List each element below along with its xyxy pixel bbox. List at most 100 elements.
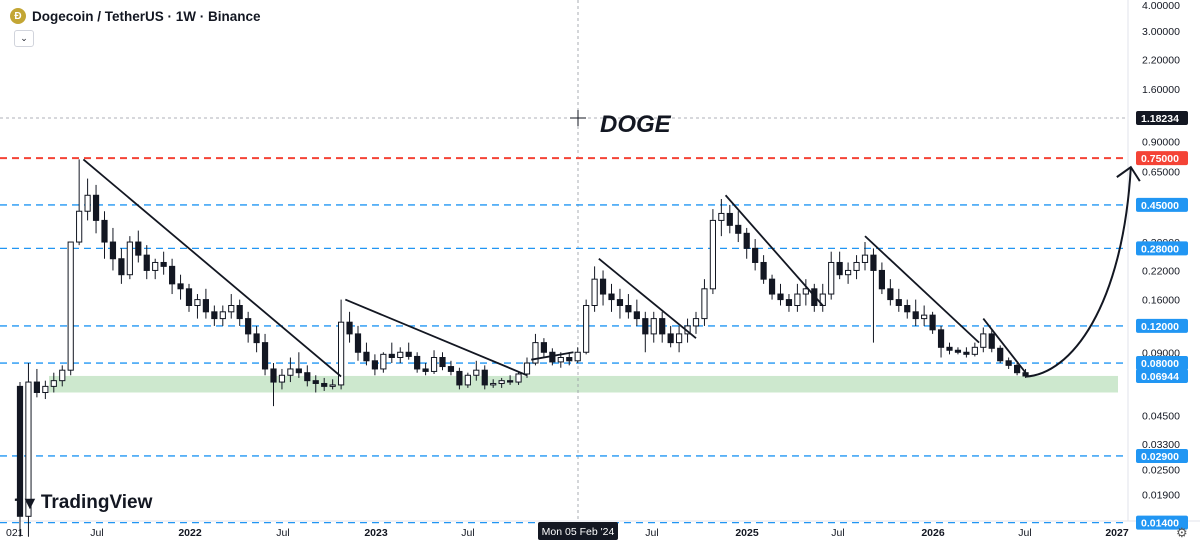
price-tick-label: 0.04500 (1142, 411, 1180, 423)
support-zone (49, 375, 1118, 393)
time-tick-label: 2027 (1105, 527, 1129, 539)
tradingview-icon: 𝟏▼ (14, 492, 39, 513)
candle (270, 368, 277, 383)
candle (33, 381, 40, 393)
candle (405, 351, 412, 357)
candle (768, 278, 776, 295)
candle (642, 318, 649, 335)
candle (853, 261, 860, 271)
level-price-label: 0.12000 (1141, 321, 1179, 333)
candle (25, 381, 32, 517)
candle (219, 311, 226, 320)
candle (42, 385, 49, 393)
candle (354, 333, 362, 353)
candle (16, 385, 24, 517)
candle (878, 269, 885, 290)
price-tick-label: 0.65000 (1142, 166, 1180, 178)
candle (566, 357, 573, 362)
plot-area[interactable] (0, 0, 1128, 521)
candle (650, 318, 657, 335)
time-tick-label: Jul (645, 527, 658, 539)
candle (692, 318, 700, 327)
candle (895, 299, 902, 307)
candle (363, 351, 370, 362)
candle (169, 265, 176, 285)
price-tick-label: 0.02500 (1142, 465, 1180, 477)
price-tick-label: 0.01900 (1142, 490, 1180, 502)
candle (245, 318, 252, 335)
trendline (82, 158, 342, 378)
level-price-label: 0.08000 (1141, 358, 1179, 370)
candle (481, 369, 488, 386)
symbol-header[interactable]: Ð Dogecoin / TetherUS · 1W · Binance (10, 8, 261, 24)
time-tick-label: Jul (1018, 527, 1031, 539)
crosshair-date-box (538, 522, 618, 540)
candle (202, 299, 210, 313)
candle (676, 333, 683, 344)
trendline (982, 318, 1027, 374)
candle (422, 368, 429, 372)
candle (211, 311, 218, 320)
candle (388, 353, 395, 359)
candle (346, 321, 353, 335)
candle (236, 305, 243, 320)
level-price-label-box (1136, 151, 1188, 166)
price-tick-label: 0.90000 (1142, 136, 1180, 148)
candle (743, 232, 750, 249)
candle (143, 254, 150, 271)
chevron-down-icon: ⌄ (20, 33, 28, 43)
trendline (598, 258, 697, 339)
gear-icon[interactable]: ⚙ (1176, 525, 1188, 540)
candle (464, 374, 471, 386)
collapse-legend-button[interactable]: ⌄ (14, 30, 34, 47)
level-price-label-box (1136, 318, 1188, 333)
candle (397, 351, 404, 359)
candle (371, 360, 378, 370)
candle (50, 380, 57, 387)
candle (616, 299, 624, 307)
candle (430, 357, 438, 372)
price-tick-label: 0.03300 (1142, 439, 1180, 451)
candle (946, 346, 953, 351)
candle (735, 224, 742, 234)
candle (980, 333, 987, 348)
projection-arrow (1025, 167, 1132, 378)
candle (67, 241, 74, 371)
crosshair-price-label: 1.18234 (1141, 113, 1179, 125)
candle (752, 247, 759, 263)
candle (726, 212, 733, 226)
candle (997, 347, 1004, 362)
candle (194, 299, 201, 307)
price-tick-label: 0.22000 (1142, 265, 1180, 277)
tradingview-logo[interactable]: 𝟏▼ TradingView (14, 492, 152, 514)
candle (253, 333, 260, 344)
candle (828, 261, 835, 295)
candle (261, 342, 269, 370)
candle (287, 368, 294, 376)
candle (954, 349, 962, 353)
candle (777, 293, 784, 301)
candle (836, 261, 843, 276)
candle (59, 369, 66, 382)
candle (228, 305, 235, 313)
crosshair-date-label: Mon 05 Feb '24 (542, 526, 615, 538)
candle (498, 380, 505, 384)
candle (794, 293, 801, 307)
current-price-label: 0.06944 (1141, 371, 1179, 383)
candle (532, 342, 539, 364)
candle (887, 288, 894, 301)
candle (540, 342, 547, 353)
level-price-label: 0.28000 (1141, 243, 1179, 255)
level-price-label: 0.45000 (1141, 200, 1179, 212)
candle (84, 194, 91, 212)
time-tick-label: 2022 (178, 527, 202, 539)
candle (1005, 360, 1012, 366)
time-tick-label: Jul (831, 527, 844, 539)
candle (304, 372, 311, 382)
candle (921, 314, 928, 320)
time-tick-label: Jul (276, 527, 289, 539)
price-tick-label: 3.00000 (1142, 26, 1180, 38)
time-tick-label: Jul (461, 527, 474, 539)
